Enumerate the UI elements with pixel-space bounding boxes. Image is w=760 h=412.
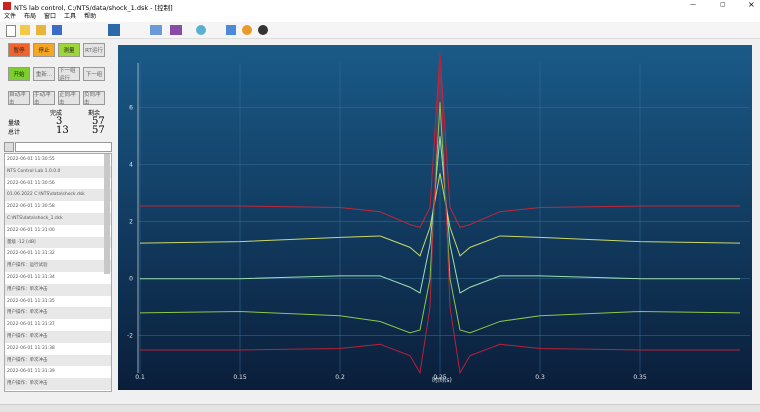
tool-grid[interactable] — [20, 25, 30, 35]
log-entry: 2022-06-01 11:30:58 — [7, 204, 55, 210]
control-panel: 暂停 停止 测量 RT运行开始 重新... 下一组运行 下一组自动冲击 手动冲击 正向冲击 负向冲… — [0, 38, 113, 398]
tool-spectrum[interactable] — [170, 25, 182, 35]
menu-item[interactable]: 帮助 — [84, 13, 97, 20]
tool-audio[interactable] — [242, 25, 252, 35]
action-button[interactable]: 下一组运行 — [58, 67, 80, 82]
x-tick-label: 0.3 — [535, 374, 545, 381]
y-tick-label: 4 — [129, 162, 133, 169]
menu-item[interactable]: 文件 — [4, 13, 17, 20]
action-button[interactable]: 负向冲击 — [83, 91, 105, 106]
window-title: NTS lab control, C:/NTS/data/shock_1.dsk… — [14, 4, 173, 12]
x-tick-label: 0.25 — [433, 374, 447, 381]
log-entry: 2022-06-01 11:31:37 — [7, 322, 55, 328]
log-entry: 2022-06-01 11:31:32 — [7, 251, 55, 257]
log-entry: 用户操作：单次冲击 — [5, 354, 111, 367]
action-button[interactable]: 开始 — [8, 67, 30, 81]
x-tick-label: 0.2 — [335, 374, 345, 381]
maximize[interactable]: ▢ — [720, 1, 726, 8]
log-entry: 2022-06-01 11:31:38 — [7, 345, 55, 351]
counter-label: 量级 — [8, 120, 21, 127]
log-entry: 用户操作：运行试验 — [5, 260, 111, 272]
tool-record[interactable] — [258, 25, 268, 35]
menu-bar: 文件 布局 窗口 工具 帮助 — [0, 12, 760, 22]
counter-done: 13 — [56, 125, 69, 136]
action-button[interactable]: 暂停 — [8, 43, 30, 57]
tool-wave[interactable] — [150, 25, 162, 35]
counter-header: 完成 — [50, 110, 63, 117]
plot-background — [118, 45, 752, 390]
log-entry: 量级 -12 [dB] — [5, 236, 111, 249]
log-entry: 2022-06-01 11:30:55 — [7, 157, 55, 162]
menu-item[interactable]: 窗口 — [44, 13, 57, 20]
action-button[interactable]: 停止 — [33, 43, 55, 57]
close[interactable]: × — [748, 0, 755, 9]
x-axis-label: 时间(s) — [432, 376, 452, 384]
log-entry: C:\NTS\data\shock_1.dsk — [5, 212, 111, 225]
series-line — [140, 53, 740, 375]
menu-item[interactable]: 布局 — [24, 13, 37, 20]
x-tick-label: 0.1 — [135, 374, 145, 381]
status-bar — [0, 404, 760, 412]
log-entry: 2022-06-01 11:31:34 — [7, 274, 55, 280]
chart: 时间(s) -2 0 2 4 6 0.1 0.15 0.2 0.25 0.3 0.35 — [118, 45, 752, 390]
command-input[interactable] — [15, 142, 112, 152]
tool-new[interactable] — [6, 25, 16, 37]
action-button[interactable]: 下一组 — [83, 67, 105, 81]
action-button[interactable]: RT运行 — [83, 43, 105, 57]
counter-remaining: 57 — [92, 116, 105, 127]
x-tick-label: 0.35 — [633, 374, 647, 381]
action-button[interactable]: 正向冲击 — [58, 91, 80, 106]
log-entry: 用户操作：单次冲击 — [5, 378, 111, 390]
tool-save[interactable] — [52, 25, 62, 35]
series-line — [139, 173, 741, 257]
action-button[interactable]: 重新... — [33, 67, 55, 81]
menu-item[interactable]: 工具 — [64, 13, 77, 20]
log-entry: 01.06.2022 C:\NTS\data\shock.dsk — [5, 189, 111, 202]
minimize[interactable]: — — [690, 1, 696, 8]
log-entry: NTS Control Lab 1.0.0.0 — [5, 165, 111, 178]
y-tick-label: 6 — [129, 105, 133, 112]
y-tick-label: 2 — [129, 219, 133, 226]
tool-zoom[interactable] — [196, 25, 206, 35]
log-entry: 2022-06-01 11:30:56 — [7, 180, 55, 186]
counter-remaining: 57 — [92, 125, 105, 136]
expand-button[interactable] — [4, 142, 14, 152]
action-button[interactable]: 手动冲击 — [33, 91, 55, 106]
log-scrollbar[interactable] — [104, 154, 110, 274]
action-button[interactable]: 测量 — [58, 43, 80, 57]
y-tick-label: -2 — [127, 333, 133, 340]
log-list: 2022-06-01 11:30:55 NTS Control Lab 1.0.0… — [4, 153, 112, 392]
log-entry: 2022-06-01 11:31:35 — [7, 298, 55, 304]
log-entry: 用户操作：单次冲击 — [5, 307, 111, 320]
tool-open[interactable] — [36, 25, 46, 35]
title-bar: NTS lab control, C:/NTS/data/shock_1.dsk… — [0, 0, 760, 12]
counter-label: 总计 — [8, 129, 21, 136]
counter-done: 3 — [56, 116, 63, 127]
app-icon — [3, 2, 11, 10]
toolbar — [0, 22, 760, 39]
tool-user[interactable] — [226, 25, 236, 35]
log-entry: 2022-06-01 11:31:39 — [7, 369, 55, 375]
tool-signal[interactable] — [108, 24, 120, 36]
log-entry: 2022-06-01 11:31:00 — [7, 227, 55, 233]
series-line — [140, 136, 740, 294]
action-button[interactable]: 自动冲击 — [8, 91, 30, 106]
y-tick-label: 0 — [129, 276, 133, 283]
counter-header: 剩余 — [88, 110, 101, 117]
log-entry: 用户操作：单次冲击 — [5, 283, 111, 296]
log-entry: 用户操作：单次冲击 — [5, 330, 111, 343]
series-line — [139, 101, 741, 334]
x-tick-label: 0.15 — [233, 374, 247, 381]
